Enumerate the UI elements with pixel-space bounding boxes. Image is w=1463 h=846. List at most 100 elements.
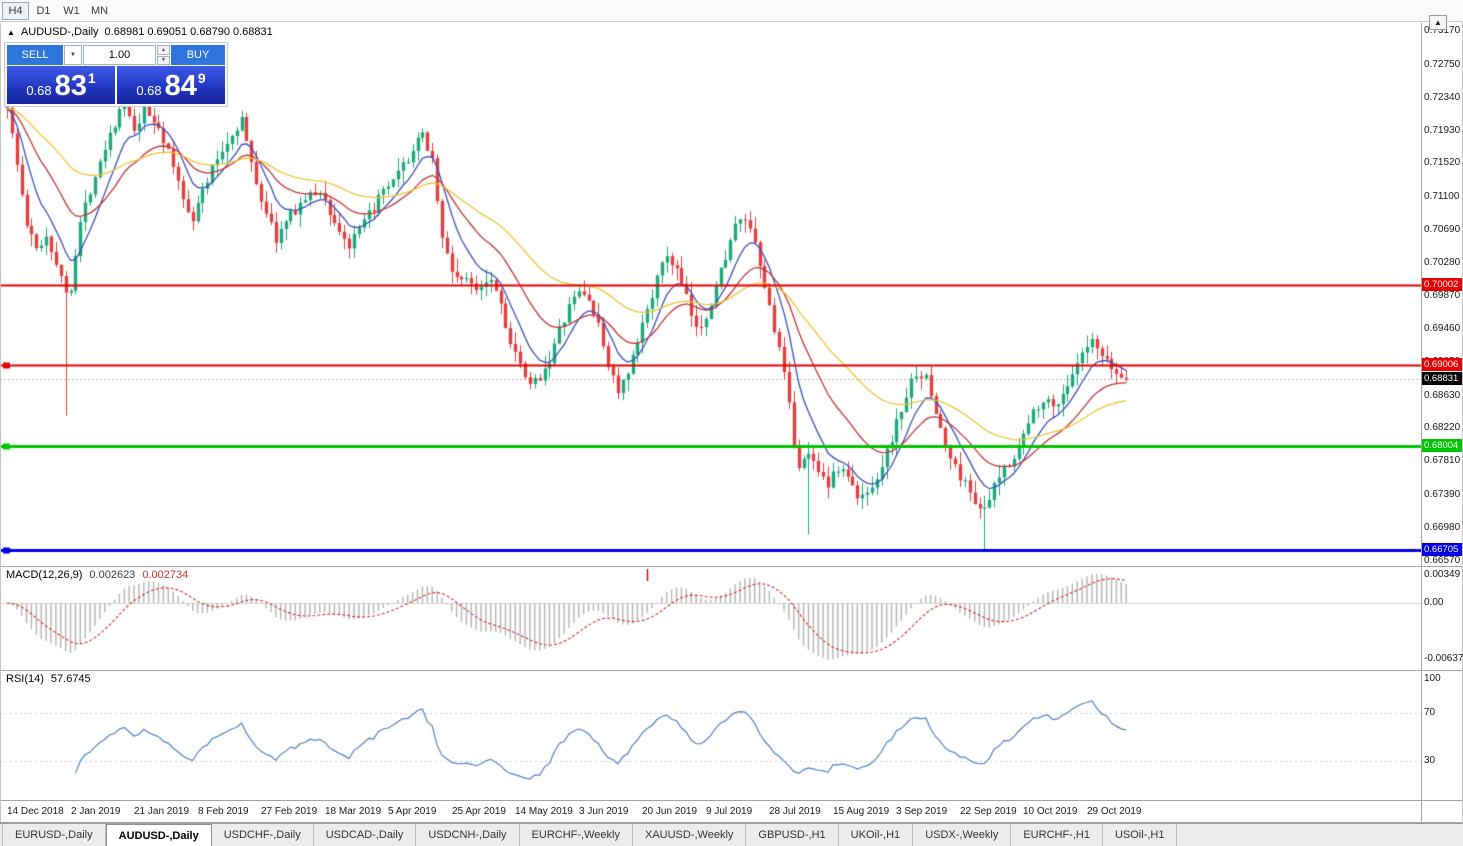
price-axis-label: 0.66570 <box>1424 554 1461 566</box>
date-axis-label: 3 Jun 2019 <box>579 806 629 817</box>
tab-ukoil-h1[interactable]: UKOil-,H1 <box>838 824 914 846</box>
buy-button[interactable]: BUY <box>171 45 225 65</box>
pane-separator[interactable] <box>0 670 1463 671</box>
price-axis-label: 0.67810 <box>1424 455 1461 467</box>
date-axis-label: 2 Jan 2019 <box>71 806 121 817</box>
price-axis-label: 0.71930 <box>1424 124 1461 136</box>
rsi-value: 57.6745 <box>50 673 91 685</box>
price-axis-label: 0.68630 <box>1424 389 1461 401</box>
price-level-badge: 0.66705 <box>1422 543 1462 557</box>
stepper-up-icon[interactable]: ▲ <box>157 45 170 55</box>
timeframe-button-d1[interactable]: D1 <box>36 4 51 17</box>
macd-axis-label: -0.00637 <box>1424 653 1463 665</box>
date-axis-label: 25 Apr 2019 <box>452 806 506 817</box>
price-axis-label: 0.71520 <box>1424 157 1461 169</box>
tab-usdcad-daily[interactable]: USDCAD-,Daily <box>313 824 417 846</box>
timeframe-button-w1[interactable]: W1 <box>63 4 80 17</box>
sell-price-prefix: 0.68 <box>26 83 52 98</box>
price-axis-label: 0.72340 <box>1424 91 1461 103</box>
rsi-panel-canvas[interactable] <box>0 671 1421 800</box>
rsi-axis-label: 100 <box>1424 673 1441 684</box>
chart-title: ▲ AUDUSD-,Daily 0.68981 0.69051 0.68790 … <box>7 26 273 38</box>
volume-input[interactable]: 1.00 <box>83 45 156 65</box>
pane-separator[interactable] <box>0 566 1463 567</box>
one-click-trading-panel: SELL ▼ 1.00 ▲ ▼ BUY 0.68 83 1 0.68 84 9 <box>4 42 228 107</box>
date-axis-label: 14 May 2019 <box>515 806 573 817</box>
macd-main-value: 0.002623 <box>89 569 136 581</box>
price-chart-canvas[interactable] <box>0 23 1421 566</box>
price-level-badges: 0.70002 0.69006 0.68004 0.66705 0.68831 <box>1422 0 1463 822</box>
rsi-indicator-label: RSI(14) 57.6745 <box>6 673 91 685</box>
date-scale[interactable]: 14 Dec 2018 2 Jan 2019 21 Jan 2019 8 Feb 20… <box>0 801 1421 822</box>
sell-button[interactable]: SELL <box>7 45 63 65</box>
price-axis-label: 0.69870 <box>1424 289 1461 301</box>
price-scale[interactable]: 0.73170 0.72750 0.72340 0.71930 0.71520 0.711… <box>1424 0 1463 822</box>
price-axis-label: 0.69460 <box>1424 322 1461 334</box>
price-axis-label: 0.71100 <box>1424 191 1460 203</box>
panel-collapse-icon[interactable]: ▲ <box>7 27 15 37</box>
stepper-down-icon[interactable]: ▼ <box>157 55 170 65</box>
price-level-badge: 0.70002 <box>1422 278 1462 292</box>
price-level-badge: 0.68004 <box>1422 438 1462 452</box>
date-axis-label: 9 Jul 2019 <box>706 806 753 817</box>
price-axis-label: 0.70280 <box>1424 257 1461 269</box>
tab-eurusd-daily[interactable]: EURUSD-,Daily <box>2 824 106 846</box>
chart-tab-bar: EURUSD-,Daily AUDUSD-,Daily USDCHF-,Daily U… <box>0 823 1463 846</box>
rsi-axis-label: 70 <box>1424 707 1436 718</box>
timeframe-button-mn[interactable]: MN <box>90 4 109 17</box>
macd-signal-value: 0.002734 <box>142 569 189 581</box>
sell-price-main: 83 <box>54 70 87 102</box>
tab-usdcnh-daily[interactable]: USDCNH-,Daily <box>416 824 520 846</box>
rsi-axis-label: 30 <box>1424 755 1436 766</box>
chevron-down-icon: ▼ <box>70 52 76 58</box>
window-border <box>0 23 1 822</box>
sell-price-pip: 1 <box>87 70 96 86</box>
date-axis-label: 20 Jun 2019 <box>642 806 698 817</box>
pane-separator[interactable] <box>0 800 1463 801</box>
ohlc-values: 0.68981 0.69051 0.68790 0.68831 <box>104 26 273 38</box>
scroll-up-button[interactable]: ▲ <box>1429 15 1447 30</box>
price-axis-label: 0.72750 <box>1424 58 1461 70</box>
tab-eurchf-h1[interactable]: EURCHF-,H1 <box>1011 824 1103 846</box>
buy-price-prefix: 0.68 <box>136 83 162 98</box>
macd-name: MACD(12,26,9) <box>6 569 83 581</box>
date-axis-label: 28 Jul 2019 <box>769 806 821 817</box>
order-type-dropdown[interactable]: ▼ <box>64 45 82 65</box>
date-axis-label: 18 Mar 2019 <box>325 806 382 817</box>
macd-indicator-label: MACD(12,26,9) 0.002623 0.002734 <box>6 569 188 581</box>
macd-axis-label: 0.00349 <box>1424 569 1461 580</box>
price-axis-label: 0.66980 <box>1424 522 1461 534</box>
date-axis-label: 8 Feb 2019 <box>198 806 249 817</box>
sell-price-box[interactable]: 0.68 83 1 <box>7 66 115 104</box>
rsi-name: RSI(14) <box>6 673 44 685</box>
date-axis-label: 14 Dec 2018 <box>7 806 64 817</box>
pane-separator <box>0 822 1463 823</box>
buy-price-box[interactable]: 0.68 84 9 <box>117 66 225 104</box>
price-axis-label: 0.67390 <box>1424 489 1461 501</box>
macd-panel-canvas[interactable] <box>0 567 1421 670</box>
date-axis-label: 5 Apr 2019 <box>388 806 437 817</box>
date-axis-label: 21 Jan 2019 <box>134 806 190 817</box>
price-axis-label: 0.68220 <box>1424 422 1461 434</box>
tab-usoil-h1[interactable]: USOil-,H1 <box>1102 824 1178 846</box>
tab-usdx-weekly[interactable]: USDX-,Weekly <box>913 824 1012 846</box>
date-axis-label: 27 Feb 2019 <box>261 806 318 817</box>
tab-usdchf-daily[interactable]: USDCHF-,Daily <box>211 824 314 846</box>
tab-xauusd-weekly[interactable]: XAUUSD-,Weekly <box>632 824 747 846</box>
current-price-badge: 0.68831 <box>1422 372 1462 386</box>
date-axis-label: 22 Sep 2019 <box>960 806 1017 817</box>
date-axis-label: 10 Oct 2019 <box>1023 806 1078 817</box>
tab-gbpusd-h1[interactable]: GBPUSD-,H1 <box>746 824 839 846</box>
price-level-badge: 0.69006 <box>1422 358 1462 372</box>
symbol-period-label: AUDUSD-,Daily <box>20 26 99 38</box>
price-axis-label: 0.73170 <box>1424 25 1461 36</box>
volume-stepper: ▲ ▼ <box>157 45 170 65</box>
date-axis-label: 3 Sep 2019 <box>896 806 948 817</box>
macd-axis-label: 0.00 <box>1424 597 1444 608</box>
tab-eurchf-weekly[interactable]: EURCHF-,Weekly <box>519 824 633 846</box>
timeframe-button-h4[interactable]: H4 <box>2 1 29 20</box>
tab-audusd-daily[interactable]: AUDUSD-,Daily <box>105 824 212 846</box>
buy-price-pip: 9 <box>197 70 206 86</box>
buy-price-main: 84 <box>164 70 197 102</box>
date-axis-label: 29 Oct 2019 <box>1087 806 1142 817</box>
